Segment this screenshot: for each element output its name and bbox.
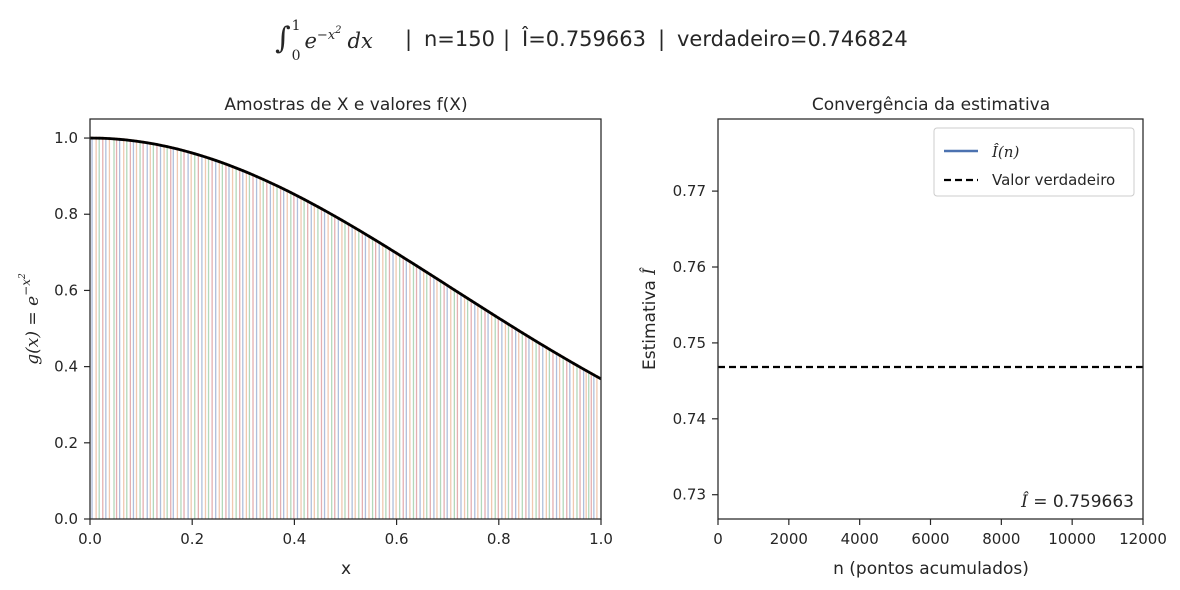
suptitle-sep-1: | xyxy=(405,27,412,52)
left-x-tick-label: 0.0 xyxy=(78,530,102,548)
estimate-annotation: Î = 0.759663 xyxy=(1020,491,1134,512)
suptitle-true: verdadeiro=0.746824 xyxy=(677,27,908,51)
right-x-tick-label: 8000 xyxy=(982,530,1020,548)
legend-true-label: Valor verdadeiro xyxy=(992,171,1115,189)
right-axes: Convergência da estimativa 0 2000 4000 6000… xyxy=(639,95,1167,579)
left-sample-stems xyxy=(90,136,599,519)
left-y-tick-label: 0.0 xyxy=(54,510,78,528)
left-axes-frame xyxy=(89,118,602,520)
right-y-tick-label: 0.73 xyxy=(673,486,706,504)
left-y-tick-label: 0.8 xyxy=(54,205,78,223)
legend: Î(n) Valor verdadeiro xyxy=(933,127,1135,197)
suptitle-sep-2: | xyxy=(503,27,510,52)
right-y-tick-label: 0.75 xyxy=(673,334,706,352)
suptitle-estimate: Î=0.759663 xyxy=(521,26,646,51)
legend-estimate-label: Î(n) xyxy=(991,143,1019,161)
left-y-tick-label: 0.6 xyxy=(54,281,78,299)
right-y-axis-label-text: Estimativa Î xyxy=(639,267,660,370)
left-axes-title: Amostras de X e valores f(X) xyxy=(224,95,467,115)
right-x-tick-label: 4000 xyxy=(841,530,879,548)
right-y-ticks: 0.73 0.74 0.75 0.76 0.77 xyxy=(673,182,718,504)
right-x-tick-label: 12000 xyxy=(1119,530,1167,548)
right-x-axis-label: n (pontos acumulados) xyxy=(833,559,1029,579)
right-y-tick-label: 0.74 xyxy=(673,410,706,428)
left-x-axis-label: x xyxy=(341,559,351,579)
legend-frame xyxy=(933,127,1135,197)
right-axes-title: Convergência da estimativa xyxy=(812,95,1050,115)
right-x-tick-label: 10000 xyxy=(1048,530,1096,548)
left-x-tick-label: 0.6 xyxy=(385,530,409,548)
left-function-curve xyxy=(89,136,602,381)
left-y-tick-label: 0.2 xyxy=(54,434,78,452)
suptitle-n: n=150 xyxy=(424,27,495,51)
left-y-tick-label: 0.4 xyxy=(54,358,78,376)
left-x-ticks: 0.0 0.2 0.4 0.6 0.8 1.0 xyxy=(78,519,613,548)
left-x-tick-label: 0.2 xyxy=(180,530,204,548)
figure-suptitle: ∫1 0e−x2 dx | n=150 | Î=0.759663 | verdade… xyxy=(275,18,908,64)
right-y-tick-label: 0.76 xyxy=(673,258,706,276)
right-x-tick-label: 0 xyxy=(713,530,723,548)
left-y-ticks: 0.0 0.2 0.4 0.6 0.8 1.0 xyxy=(54,129,90,528)
left-x-tick-label: 1.0 xyxy=(589,530,613,548)
suptitle-sep-3: | xyxy=(658,27,665,52)
right-x-tick-label: 2000 xyxy=(770,530,808,548)
left-x-tick-label: 0.8 xyxy=(487,530,511,548)
right-x-ticks: 0 2000 4000 6000 8000 10000 12000 xyxy=(713,519,1167,548)
left-y-tick-label: 1.0 xyxy=(54,129,78,147)
right-x-tick-label: 6000 xyxy=(911,530,949,548)
right-y-tick-label: 0.77 xyxy=(673,182,706,200)
right-y-axis-label: Estimativa Î xyxy=(639,267,660,370)
left-x-tick-label: 0.4 xyxy=(282,530,306,548)
left-axes: Amostras de X e valores f(X) 0.0 0.2 0.4 0.… xyxy=(18,95,613,579)
suptitle-integral: ∫1 0e−x2 dx xyxy=(275,18,373,64)
